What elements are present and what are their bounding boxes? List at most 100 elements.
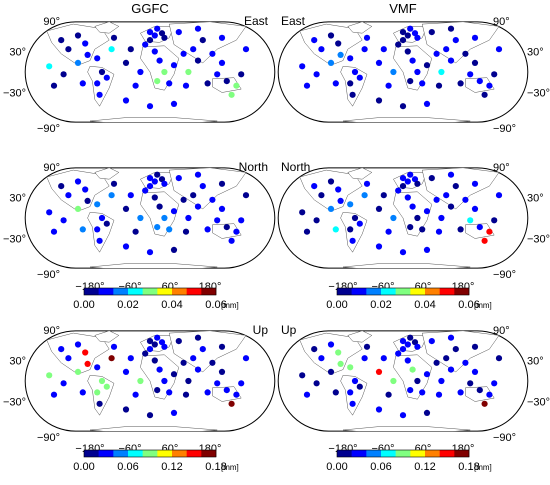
station-marker: [407, 78, 414, 85]
station-marker: [82, 349, 89, 356]
colorbar-tick-label: 0.06: [458, 299, 479, 311]
station-marker: [170, 100, 178, 107]
station-marker: [233, 82, 240, 89]
station-marker: [335, 40, 342, 47]
station-marker: [337, 51, 344, 59]
latitude-label: 30°: [527, 46, 544, 58]
station-marker: [318, 355, 325, 362]
colorbar-segment: [142, 450, 158, 457]
continent-outline: [393, 354, 433, 400]
station-marker: [50, 228, 58, 235]
station-marker: [161, 68, 168, 76]
station-marker: [142, 41, 149, 48]
colorbar-frame: [336, 449, 470, 458]
continent-outline: [465, 386, 495, 402]
station-marker: [94, 55, 101, 62]
station-marker: [242, 192, 250, 199]
station-marker: [110, 343, 118, 350]
station-marker: [218, 343, 226, 350]
station-marker: [351, 68, 359, 76]
latitude-label: −90°: [493, 432, 516, 444]
station-marker: [154, 78, 161, 85]
station-marker: [411, 30, 419, 37]
colorbar-segment: [439, 288, 455, 295]
colorbar-segment: [113, 288, 129, 295]
station-marker: [419, 80, 426, 87]
station-marker: [423, 409, 431, 416]
colorbar-segment: [351, 450, 367, 457]
colorbar-unit: [mm]: [474, 463, 492, 472]
station-marker: [351, 214, 359, 222]
station-marker: [299, 372, 306, 379]
station-marker: [404, 357, 411, 364]
station-marker: [411, 339, 419, 346]
continent-outline: [168, 330, 247, 373]
station-marker: [103, 74, 110, 81]
station-marker: [74, 368, 82, 375]
station-marker: [94, 226, 101, 233]
station-marker: [435, 82, 443, 89]
station-marker: [414, 343, 421, 350]
station-marker: [166, 80, 173, 87]
station-marker: [337, 197, 344, 204]
latitude-label: 30°: [9, 46, 26, 58]
station-marker: [190, 46, 197, 53]
station-marker: [60, 217, 67, 224]
station-marker: [399, 28, 407, 36]
station-marker: [356, 383, 363, 390]
station-marker: [404, 178, 411, 185]
continent-outline: [421, 21, 500, 64]
station-marker: [170, 371, 178, 378]
station-marker: [380, 46, 387, 53]
station-marker: [399, 412, 407, 419]
station-marker: [443, 192, 450, 199]
colorbar-segment: [381, 288, 396, 295]
continent-outline: [46, 332, 110, 375]
continent-outline: [89, 117, 218, 123]
station-marker: [103, 220, 110, 227]
latitude-label: −90°: [37, 123, 60, 135]
station-marker: [414, 68, 421, 76]
station-marker: [238, 380, 245, 387]
station-marker: [303, 228, 311, 235]
station-marker: [146, 249, 154, 256]
station-marker: [127, 355, 134, 362]
station-marker: [476, 387, 483, 394]
colorbar-segment: [410, 450, 426, 457]
colorbar-tick-label: 0.18: [205, 461, 226, 473]
station-marker: [228, 400, 235, 407]
station-marker: [65, 355, 72, 362]
station-marker: [84, 360, 91, 367]
station-marker: [156, 366, 163, 373]
station-marker: [180, 196, 187, 203]
colorbar-unit: [mm]: [474, 301, 492, 310]
station-marker: [409, 366, 416, 373]
continent-outline: [140, 45, 180, 91]
station-marker: [60, 380, 67, 387]
component-label: North: [281, 160, 310, 174]
station-marker: [166, 389, 173, 396]
latitude-label: −90°: [493, 123, 516, 135]
colorbar-segment: [351, 288, 367, 295]
station-marker: [332, 389, 339, 396]
station-marker: [351, 377, 359, 385]
latitude-label: −30°: [527, 234, 550, 246]
station-marker: [65, 192, 72, 199]
station-marker: [495, 46, 503, 53]
station-marker: [108, 46, 115, 53]
station-marker: [407, 25, 414, 32]
continent-outline: [94, 21, 120, 34]
colorbar-segment: [128, 450, 143, 457]
station-marker: [471, 205, 479, 212]
station-marker: [218, 34, 226, 41]
station-marker: [409, 203, 416, 210]
station-marker: [467, 71, 474, 78]
colorbar-segment: [366, 450, 382, 457]
station-marker: [395, 350, 402, 357]
station-marker: [404, 32, 411, 39]
station-marker: [347, 201, 354, 208]
station-marker: [428, 338, 435, 345]
station-marker: [404, 341, 411, 348]
station-marker: [347, 364, 354, 371]
